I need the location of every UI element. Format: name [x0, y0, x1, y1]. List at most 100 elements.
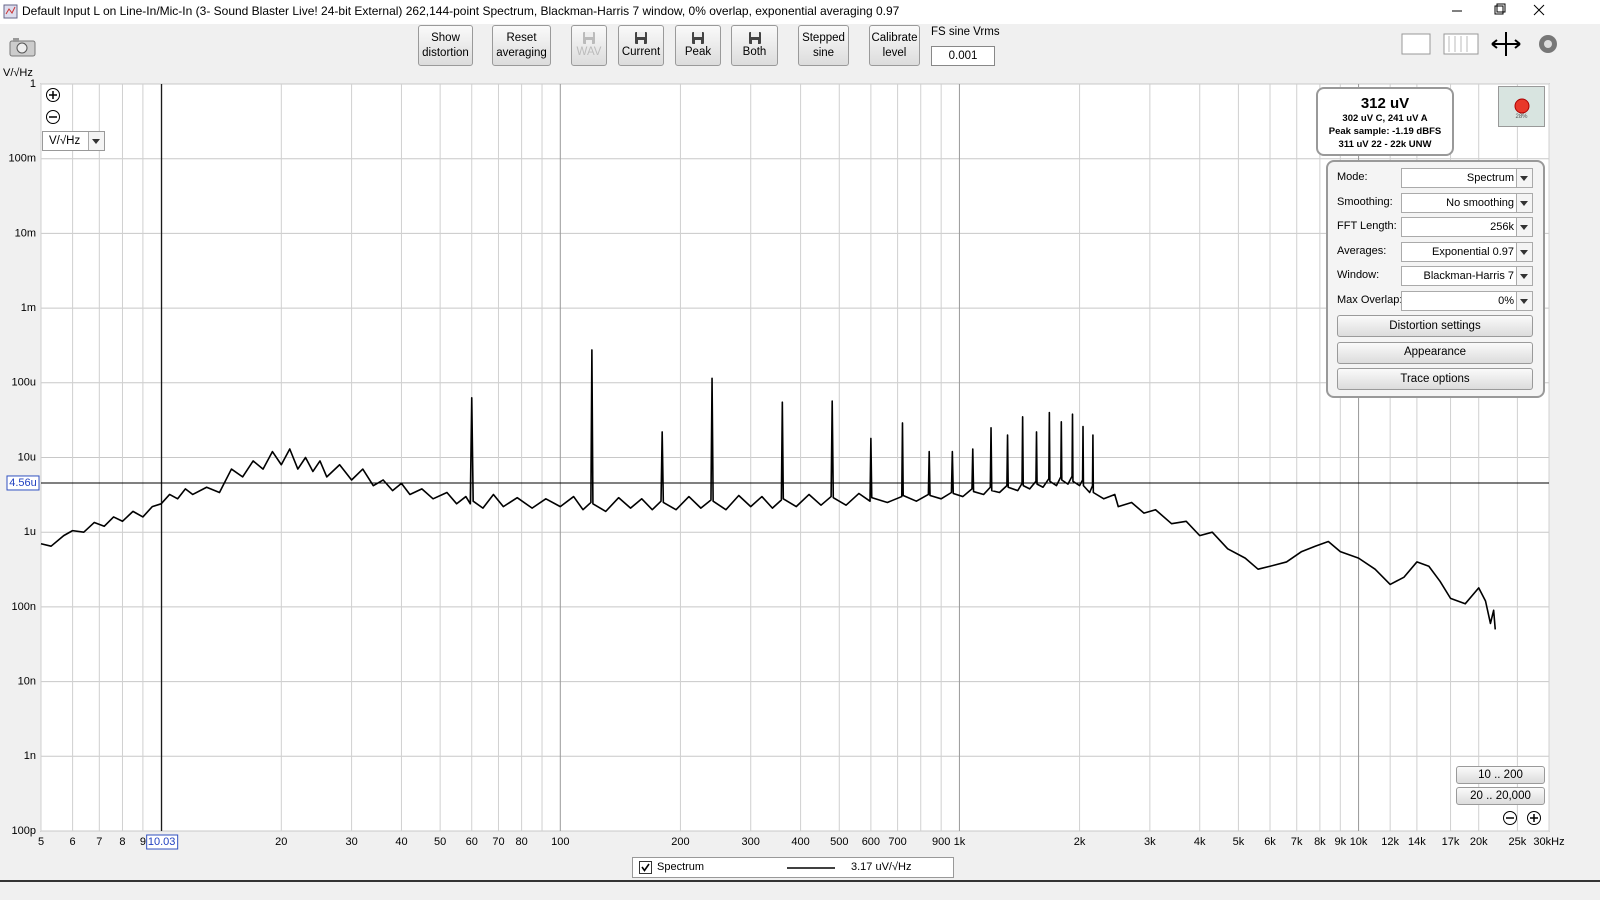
spectrum-trace — [40, 349, 1497, 630]
button-label: Show — [431, 31, 460, 44]
x-tick-label: 25k — [1509, 836, 1527, 848]
legend-label: Spectrum — [657, 861, 705, 873]
status-separator — [0, 880, 1600, 882]
setting-value: No smoothing — [1446, 196, 1514, 209]
x-tick-label: 700 — [888, 836, 906, 848]
toolbar-button[interactable]: WAV — [571, 25, 607, 66]
dropdown-arrow — [88, 132, 104, 150]
button-label: Calibrate — [871, 31, 918, 44]
setting-label: Window: — [1337, 269, 1380, 281]
legend-value: 3.17 uV/√Hz — [851, 861, 912, 873]
button-icon — [692, 32, 704, 44]
record-button[interactable]: 28% — [1498, 86, 1545, 127]
setting-select[interactable]: Blackman-Harris 7 — [1401, 266, 1533, 286]
setting-label: Smoothing: — [1337, 195, 1393, 208]
unit-selector[interactable]: V/√Hz — [42, 131, 105, 151]
setting-label: Mode: — [1337, 171, 1368, 183]
button-label: Peak — [684, 46, 712, 58]
fs-input[interactable]: 0.001 — [931, 46, 995, 66]
readout-panel: 312 uV 302 uV C, 241 uV A Peak sample: -… — [1316, 87, 1454, 156]
toolbar-button[interactable]: Calibrate level — [869, 25, 920, 66]
setting-select[interactable]: Spectrum — [1401, 168, 1533, 188]
settings-button[interactable]: Trace options — [1337, 368, 1533, 390]
dropdown-arrow — [1516, 169, 1532, 187]
x-tick-label: 8k — [1314, 836, 1326, 848]
title-bar: Default Input L on Line-In/Mic-In (3- So… — [0, 0, 1600, 24]
y-tick-label: 100p — [12, 825, 36, 837]
button-label: level — [882, 46, 907, 59]
x-tick-label: 20k — [1470, 836, 1488, 848]
x-tick-label: 7k — [1291, 836, 1303, 848]
button-label: averaging — [496, 46, 547, 59]
setting-label: FFT Length: — [1337, 220, 1397, 232]
toolbar-button[interactable]: Reset averaging — [492, 25, 551, 66]
setting-select[interactable]: 256k — [1401, 217, 1533, 237]
range-button[interactable]: 10 .. 200 — [1456, 766, 1545, 784]
cursor-x-label: 10.03 — [148, 836, 176, 848]
x-tick-label: 17k — [1442, 836, 1460, 848]
setting-select[interactable]: 0% — [1401, 290, 1533, 311]
toolbar-button[interactable]: Both — [731, 25, 778, 66]
range-button[interactable]: 20 .. 20,000 — [1456, 787, 1545, 805]
settings-button[interactable]: Distortion settings — [1337, 315, 1533, 337]
setting-select[interactable]: No smoothing — [1401, 192, 1533, 213]
dropdown-arrow — [1516, 267, 1532, 285]
zoom-buttons[interactable] — [45, 87, 63, 125]
setting-value: Exponential 0.97 — [1432, 245, 1514, 258]
cursor-y-box — [6, 475, 40, 491]
x-tick-label: 80 — [515, 836, 527, 848]
y-tick-label: 100n — [12, 601, 36, 613]
setting-value: 256k — [1490, 221, 1514, 233]
x-tick-label: 300 — [742, 836, 760, 848]
x-tick-label: 70 — [492, 836, 504, 848]
x-tick-label: 5 — [38, 836, 44, 848]
x-tick-label: 12k — [1381, 836, 1399, 848]
record-indicator — [1514, 98, 1530, 114]
setting-label: Max Overlap: — [1337, 293, 1403, 306]
x-tick-label: 7 — [96, 836, 102, 848]
x-tick-label: 9 — [140, 836, 146, 848]
x-tick-label: 30 — [345, 836, 357, 848]
button-label: Reset — [506, 31, 537, 44]
toolbar-button[interactable]: Peak — [675, 25, 721, 66]
setting-value: 0% — [1498, 294, 1514, 307]
toolbar-button[interactable]: Show distortion — [418, 25, 473, 66]
y-tick-label: 1m — [21, 302, 36, 314]
legend-swatch — [787, 867, 835, 869]
y-tick-label: 10n — [18, 676, 36, 688]
legend-checkbox[interactable] — [639, 861, 653, 875]
x-zoom-buttons[interactable] — [1502, 809, 1546, 827]
x-tick-label: 8 — [119, 836, 125, 848]
y-tick-label: 1n — [24, 750, 36, 762]
record-level: 28% — [1515, 114, 1528, 120]
x-tick-label: 3k — [1144, 836, 1156, 848]
x-tick-label: 200 — [671, 836, 689, 848]
screenshot-button[interactable] — [8, 36, 38, 58]
x-tick-label: 900 — [932, 836, 950, 848]
window-controls[interactable] — [1440, 0, 1570, 24]
toolbar-button[interactable]: Current — [618, 25, 664, 66]
button-icon — [748, 32, 761, 44]
dropdown-arrow — [1516, 218, 1532, 236]
y-tick-label: 100u — [12, 377, 36, 389]
x-tick-label: 60 — [466, 836, 478, 848]
legend: Spectrum 3.17 uV/√Hz — [632, 857, 954, 878]
button-label: distortion — [422, 46, 469, 59]
setting-select[interactable]: Exponential 0.97 — [1401, 241, 1533, 262]
y-tick-label: 1u — [24, 526, 36, 538]
app-icon — [3, 4, 18, 19]
setting-label: Averages: — [1337, 244, 1387, 257]
toolbar-button[interactable]: Stepped sine — [798, 25, 849, 66]
x-tick-label: 1k — [954, 836, 966, 848]
x-tick-label: 30kHz — [1533, 836, 1564, 848]
unit-value: V/√Hz — [49, 135, 81, 147]
x-tick-label: 6k — [1264, 836, 1276, 848]
x-tick-label: 10k — [1350, 836, 1368, 848]
window-title: Default Input L on Line-In/Mic-In (3- So… — [22, 4, 900, 18]
y-tick-label: 10u — [18, 451, 36, 463]
y-tick-label: 100m — [8, 153, 36, 165]
view-controls[interactable] — [1392, 30, 1564, 60]
settings-button[interactable]: Appearance — [1337, 341, 1533, 364]
